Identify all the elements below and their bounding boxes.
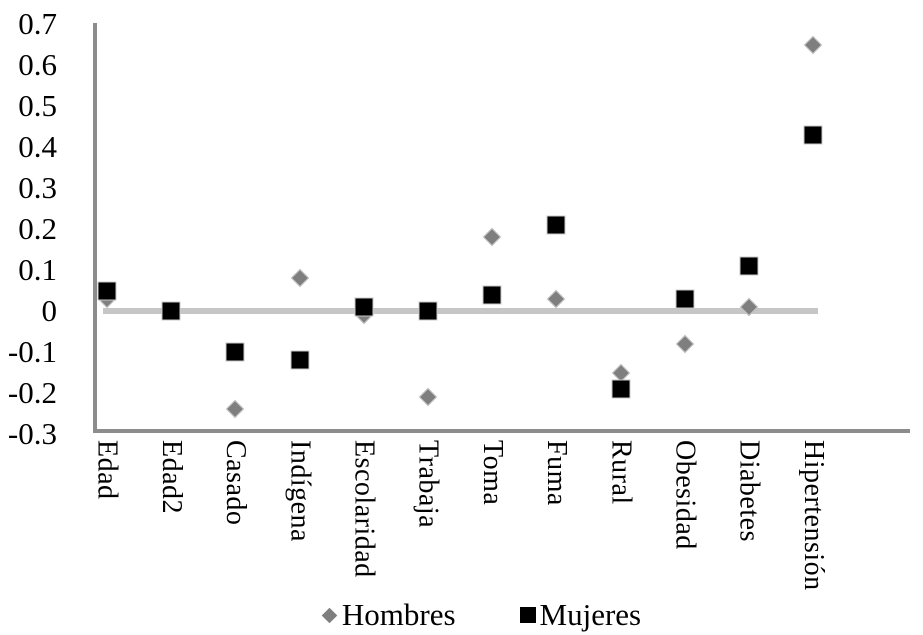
data-point-mujeres-trabaja [418, 301, 438, 321]
x-axis-category-label-diabetes: Diabetes [733, 440, 765, 542]
y-tick-label-0: 0 [41, 292, 58, 328]
y-tick-label-0-4: 0.4 [18, 128, 57, 164]
data-point-mujeres-casado [225, 342, 245, 362]
y-tick-label-0-7: 0.7 [18, 5, 57, 41]
x-axis-category-label-casado: Casado [220, 440, 252, 526]
data-point-hombres-toma [482, 227, 502, 247]
x-axis-category-label-fuma: Fuma [541, 440, 573, 506]
data-point-mujeres-rural [611, 379, 631, 399]
y-tick-label--0-2: -0.2 [7, 374, 57, 410]
x-axis-category-label-hipertension: Hipertensión [797, 440, 829, 591]
x-axis-category-label-escolaridad: Escolaridad [348, 440, 380, 578]
data-point-mujeres-obesidad [675, 289, 695, 309]
y-tick-label-0-3: 0.3 [18, 169, 57, 205]
data-point-mujeres-toma [482, 285, 502, 305]
data-point-mujeres-hipertension [803, 125, 823, 145]
legend-item-hombres: Hombres [321, 597, 456, 633]
legend-label-hombres: Hombres [341, 597, 456, 632]
x-axis-line [93, 429, 910, 433]
y-tick-label-0-6: 0.6 [18, 46, 57, 82]
y-tick-label-0-2: 0.2 [18, 210, 57, 246]
data-point-mujeres-diabetes [739, 256, 759, 276]
data-point-hombres-trabaja [418, 387, 438, 407]
data-point-hombres-casado [226, 400, 245, 419]
legend-label-mujeres: Mujeres [539, 597, 642, 632]
x-axis-category-label-edad: Edad [91, 440, 123, 500]
zero-baseline [103, 308, 818, 314]
data-point-hombres-fuma [547, 289, 566, 308]
data-point-hombres-indigena [290, 268, 309, 288]
legend-item-mujeres: Mujeres [519, 597, 642, 633]
x-axis-category-label-toma: Toma [476, 440, 508, 506]
diamond-marker-icon [321, 607, 338, 623]
y-tick-label-0-5: 0.5 [18, 87, 57, 123]
y-tick-label--0-3: -0.3 [7, 415, 57, 451]
data-point-hombres-hipertension [803, 35, 823, 54]
y-axis-line [93, 23, 97, 433]
x-axis-category-label-indigena: Indígena [284, 440, 316, 542]
data-point-mujeres-edad [97, 281, 117, 300]
data-point-mujeres-escolaridad [354, 297, 374, 317]
data-point-mujeres-indigena [290, 350, 310, 370]
x-axis-category-label-obesidad: Obesidad [669, 440, 701, 550]
data-point-hombres-obesidad [675, 334, 694, 353]
data-point-mujeres-edad2 [161, 301, 181, 321]
x-axis-category-label-edad2: Edad2 [155, 440, 187, 515]
y-tick-label--0-1: -0.1 [7, 333, 57, 369]
chart-legend: Hombres Mujeres [0, 597, 923, 633]
square-marker-icon [519, 607, 536, 623]
x-axis-category-label-trabaja: Trabaja [412, 440, 444, 529]
data-point-mujeres-fuma [546, 215, 566, 235]
x-axis-category-label-rural: Rural [605, 440, 637, 505]
y-tick-label-0-1: 0.1 [18, 251, 57, 287]
